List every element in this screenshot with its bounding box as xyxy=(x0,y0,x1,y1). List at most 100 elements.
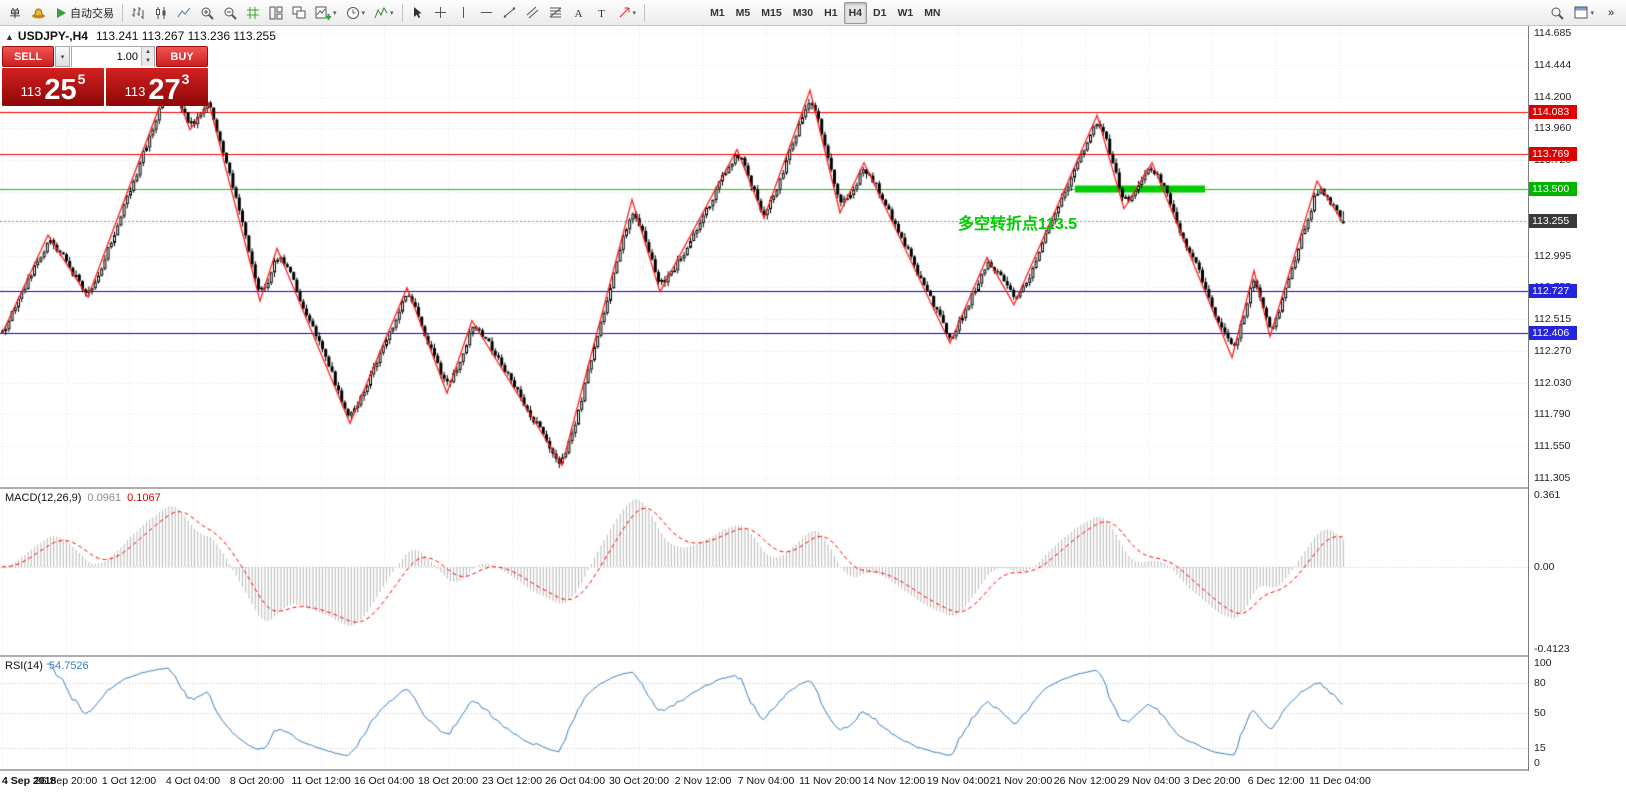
arrows-tool-button[interactable]: ▾ xyxy=(614,2,641,24)
time-axis-label: 4 Sep 2018 xyxy=(2,775,57,787)
zoom-in-button[interactable] xyxy=(196,2,218,24)
time-axis-label: 11 Oct 12:00 xyxy=(291,775,351,787)
tile-windows-icon xyxy=(269,6,283,20)
search-button[interactable] xyxy=(1546,2,1568,24)
time-axis-label: 11 Nov 20:00 xyxy=(799,775,861,787)
panel-divider[interactable] xyxy=(0,655,1528,657)
timeframe-w1-button-label: W1 xyxy=(897,6,914,19)
timeframe-m15-button[interactable]: M15 xyxy=(756,2,786,24)
timeframe-m30-button[interactable]: M30 xyxy=(788,2,818,24)
volume-input[interactable] xyxy=(72,47,154,67)
toolbar-group-timeframes: M1 M5 M15 M30 H1 H4 D1 W1 MN xyxy=(705,1,945,24)
volume-dropdown-icon[interactable]: ▾ xyxy=(55,46,70,67)
rsi-axis-label: 80 xyxy=(1534,677,1546,689)
price-axis-label: 112.995 xyxy=(1534,250,1572,262)
time-axis[interactable]: 4 Sep 2018 26 Sep 20:00 1 Oct 12:00 4 Oct 0… xyxy=(0,771,1626,807)
timeframe-h4-button[interactable]: H4 xyxy=(843,1,867,24)
expert-advisors-button[interactable] xyxy=(27,2,50,24)
toolbar-separator xyxy=(401,3,403,22)
horizontal-line-icon xyxy=(480,6,493,19)
price-chart-canvas[interactable] xyxy=(0,26,1528,487)
new-window-icon xyxy=(1574,6,1588,19)
horizontal-line-button[interactable] xyxy=(476,2,498,24)
text-tool-button[interactable]: A xyxy=(568,2,590,24)
price-axis-label: 111.305 xyxy=(1534,472,1571,484)
price-axis-label: 113.960 xyxy=(1534,122,1572,134)
symbol-period-label: USDJPY-,H4 xyxy=(17,29,88,43)
zoom-out-button[interactable] xyxy=(219,2,241,24)
price-axis-label: 111.550 xyxy=(1534,440,1571,452)
timeframe-d1-button[interactable]: D1 xyxy=(868,2,891,24)
macd-panel: MACD(12,26,9) 0.0961 0.1067 xyxy=(0,489,1528,655)
time-axis-label: 8 Oct 20:00 xyxy=(229,775,285,787)
time-axis-label: 21 Nov 20:00 xyxy=(989,775,1053,787)
time-axis-label: 7 Nov 04:00 xyxy=(737,775,795,787)
price-axis-label: 112.030 xyxy=(1534,377,1572,389)
buy-price-big: 27 xyxy=(148,74,181,107)
profiles-button[interactable]: ▾ xyxy=(342,2,370,24)
crosshair-button[interactable] xyxy=(430,2,452,24)
timeframe-m5-button[interactable]: M5 xyxy=(731,2,756,24)
sell-price-display[interactable]: 113 25 5 xyxy=(2,68,104,106)
fibonacci-button[interactable] xyxy=(545,2,567,24)
timeframe-m1-button[interactable]: M1 xyxy=(705,2,730,24)
cascade-windows-button[interactable] xyxy=(288,2,310,24)
new-order-button[interactable]: 单 xyxy=(4,2,26,24)
vertical-line-button[interactable] xyxy=(453,2,475,24)
candlestick-chart-button[interactable] xyxy=(150,2,172,24)
timeframe-w1-button[interactable]: W1 xyxy=(892,2,918,24)
dropdown-arrow-icon[interactable]: ▾ xyxy=(361,9,366,17)
volume-step-down-icon[interactable]: ▼ xyxy=(141,56,154,66)
panel-divider[interactable] xyxy=(0,769,1528,771)
dropdown-arrow-icon[interactable]: ▾ xyxy=(333,9,337,17)
new-chart-button[interactable]: ▾ xyxy=(311,2,341,24)
toolbar-overflow-chevron[interactable]: » xyxy=(1607,6,1615,19)
new-window-button[interactable]: ▾ xyxy=(1570,2,1598,24)
time-axis-label: 4 Oct 04:00 xyxy=(165,775,221,787)
label-tool-button[interactable]: T xyxy=(591,2,613,24)
buy-price-display[interactable]: 113 27 3 xyxy=(106,68,208,106)
price-axis-label: 111.790 xyxy=(1534,408,1571,420)
chart-title: ▲ USDJPY-,H4 113.241 113.267 113.236 113.2… xyxy=(5,29,276,43)
tile-windows-button[interactable] xyxy=(265,2,287,24)
buy-button[interactable]: BUY xyxy=(156,46,208,67)
timeframe-h1-button[interactable]: H1 xyxy=(819,2,842,24)
autotrading-button[interactable]: 自动交易 xyxy=(51,2,118,24)
cursor-button[interactable] xyxy=(407,2,429,24)
macd-chart-canvas[interactable] xyxy=(0,489,1528,655)
autotrading-icon xyxy=(55,7,67,19)
dropdown-arrow-icon[interactable]: ▾ xyxy=(1590,9,1594,17)
price-axis-label: 114.444 xyxy=(1534,59,1572,71)
sell-button[interactable]: SELL xyxy=(2,46,54,67)
timeframe-d1-button-label: D1 xyxy=(873,6,887,19)
zoom-out-icon xyxy=(223,6,237,20)
time-axis-label: 19 Nov 04:00 xyxy=(926,775,990,787)
dropdown-arrow-icon[interactable]: ▾ xyxy=(632,9,637,17)
line-chart-button[interactable] xyxy=(173,2,195,24)
new-chart-icon xyxy=(315,6,331,20)
macd-value-main: 0.0961 xyxy=(87,492,122,504)
timeframe-mn-button-label: MN xyxy=(924,6,941,19)
time-axis-label: 14 Nov 12:00 xyxy=(862,775,926,787)
grid-toggle-button[interactable] xyxy=(242,2,264,24)
trendline-button[interactable] xyxy=(499,2,521,24)
timeframe-m5-button-label: M5 xyxy=(735,6,751,19)
macd-value-signal: 0.1067 xyxy=(127,492,161,504)
dropdown-arrow-icon[interactable]: ▾ xyxy=(390,9,394,17)
price-axis[interactable]: 114.685114.444114.200113.960113.720113.4… xyxy=(1528,26,1626,807)
time-axis-label: 29 Nov 04:00 xyxy=(1117,775,1181,787)
rsi-value: 54.7526 xyxy=(48,660,89,672)
toolbar-group-trading: 单 自动交易 xyxy=(4,2,118,24)
price-axis-label: 114.200 xyxy=(1534,91,1572,103)
bar-chart-button[interactable] xyxy=(127,2,149,24)
panel-divider[interactable] xyxy=(0,487,1528,489)
one-click-collapse-icon[interactable]: ▲ xyxy=(5,32,14,42)
vertical-line-icon xyxy=(457,6,470,19)
timeframe-mn-button[interactable]: MN xyxy=(919,2,945,24)
channel-button[interactable] xyxy=(522,2,544,24)
rsi-chart-canvas[interactable] xyxy=(0,657,1528,769)
text-tool-icon: A xyxy=(572,6,585,19)
indicators-button[interactable]: ▾ xyxy=(370,2,398,24)
time-axis-label: 2 Nov 12:00 xyxy=(674,775,732,787)
volume-step-up-icon[interactable]: ▲ xyxy=(141,47,154,57)
